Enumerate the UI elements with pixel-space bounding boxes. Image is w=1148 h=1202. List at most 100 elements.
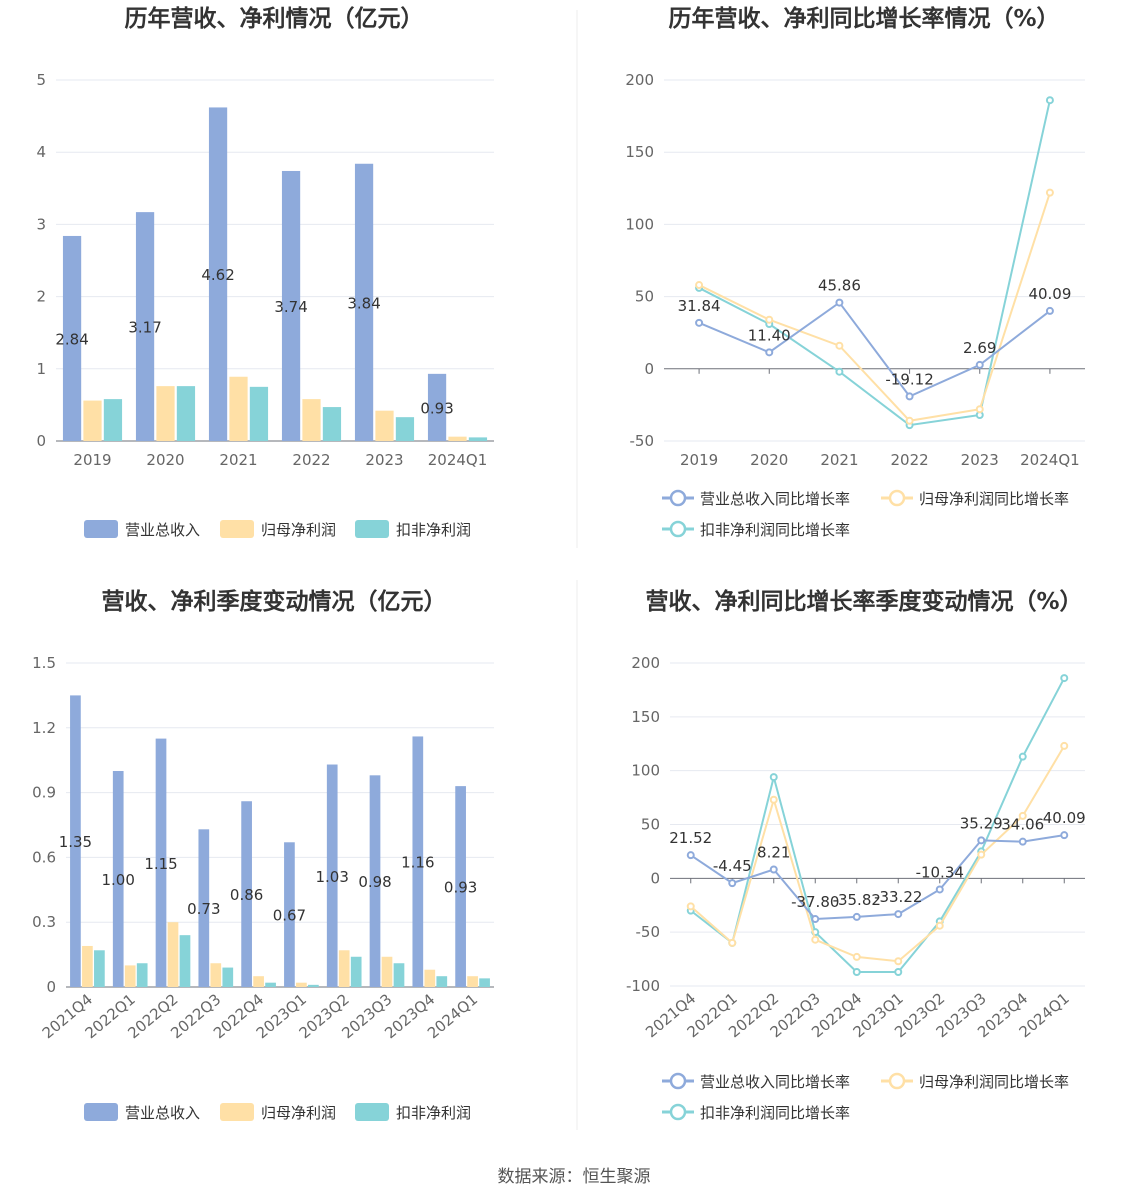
y-tick-label: 200 xyxy=(631,654,660,672)
data-label: 3.17 xyxy=(128,319,161,337)
data-label: 11.40 xyxy=(748,326,791,344)
bar-revenue xyxy=(281,170,301,442)
bar-revenue xyxy=(369,775,381,987)
legend-label: 归母净利润同比增长率 xyxy=(919,1073,1069,1091)
series-point xyxy=(686,851,695,860)
data-label: 0.67 xyxy=(273,907,306,925)
series-point xyxy=(1060,831,1069,840)
bar-nonrecurring-net-profit xyxy=(179,935,191,987)
series-point xyxy=(811,915,820,924)
chart-2: 历年营收、净利同比增长率情况（%） -50 0 50 100 150 200 2019 2020… xyxy=(625,5,1085,539)
data-label: -35.82 xyxy=(833,891,881,909)
legend-label: 扣非净利润同比增长率 xyxy=(700,1104,850,1122)
bar-parent-net-profit xyxy=(253,976,264,987)
series-point xyxy=(1045,96,1054,105)
bar-nonrecurring-net-profit xyxy=(436,976,448,987)
y-tick-label: 0 xyxy=(644,360,654,378)
legend-label: 扣非净利润 xyxy=(396,521,471,539)
bar-nonrecurring-net-profit xyxy=(222,967,234,987)
bar-nonrecurring-net-profit xyxy=(176,386,196,441)
legend-label: 归母净利润同比增长率 xyxy=(919,490,1069,508)
series-point xyxy=(695,318,704,327)
bar-revenue xyxy=(112,771,124,987)
series-line-parent-profit-growth xyxy=(698,192,1051,422)
x-tick-label: 2023 xyxy=(365,451,403,469)
legend-marker xyxy=(888,1072,906,1090)
data-label: 35.29 xyxy=(960,814,1003,832)
data-label: -33.22 xyxy=(874,888,922,906)
series-point xyxy=(852,968,861,977)
series-point xyxy=(975,405,984,414)
y-tick-label: 2 xyxy=(36,288,46,306)
y-tick-label: 0.9 xyxy=(32,784,56,802)
bar-nonrecurring-net-profit xyxy=(479,978,490,987)
bar-nonrecurring-net-profit xyxy=(393,963,405,987)
series-point xyxy=(686,902,695,911)
y-tick-label: 1.2 xyxy=(32,719,56,737)
legend-label: 归母净利润 xyxy=(261,521,336,539)
y-tick-label: 150 xyxy=(631,708,660,726)
legend-marker xyxy=(669,1072,687,1090)
bar-parent-net-profit xyxy=(448,436,467,441)
series-point xyxy=(905,392,914,401)
series-point xyxy=(935,885,944,894)
legend-marker xyxy=(669,1103,687,1121)
series-point xyxy=(835,341,844,350)
data-label: 34.06 xyxy=(1001,816,1044,834)
bar-revenue xyxy=(427,373,447,441)
series-point xyxy=(1018,811,1027,820)
series-point xyxy=(811,935,820,944)
series-line-parent-profit-growth xyxy=(690,745,1066,963)
chart-4: 营收、净利同比增长率季度变动情况（%）-100-5005010015020020… xyxy=(626,588,1086,1122)
y-tick-label: 50 xyxy=(641,816,660,834)
series-point xyxy=(894,910,903,919)
bar-parent-net-profit xyxy=(375,410,394,441)
y-tick-label: 5 xyxy=(36,71,46,89)
y-tick-label: 1.5 xyxy=(32,654,56,672)
bar-revenue xyxy=(62,235,82,441)
bar-parent-net-profit xyxy=(83,400,102,441)
bar-nonrecurring-net-profit xyxy=(103,399,123,441)
y-tick-label: 50 xyxy=(635,288,654,306)
y-tick-label: 0.3 xyxy=(32,913,56,931)
legend-marker xyxy=(888,489,906,507)
bar-parent-net-profit xyxy=(424,969,436,987)
data-label: 2.84 xyxy=(55,330,88,348)
y-tick-label: 0.6 xyxy=(32,848,56,866)
legend-label: 营业总收入 xyxy=(125,1104,200,1122)
legend-label: 扣非净利润同比增长率 xyxy=(700,521,850,539)
legend-swatch xyxy=(84,1103,118,1121)
x-tick-label: 2019 xyxy=(680,451,718,469)
y-tick-label: 150 xyxy=(625,143,654,161)
data-label: 40.09 xyxy=(1028,285,1071,303)
series-point xyxy=(975,360,984,369)
y-tick-label: 3 xyxy=(36,215,46,233)
series-line-revenue-growth xyxy=(698,301,1051,398)
series-point xyxy=(852,952,861,961)
y-tick-label: 200 xyxy=(625,71,654,89)
series-point xyxy=(728,938,737,947)
series-point xyxy=(695,281,704,290)
series-point xyxy=(1045,188,1054,197)
series-point xyxy=(769,795,778,804)
legend-swatch xyxy=(355,520,389,538)
series-line-nonrecurring-profit-growth xyxy=(690,677,1066,974)
bar-nonrecurring-net-profit xyxy=(322,407,342,441)
bar-revenue xyxy=(208,107,228,441)
series-point xyxy=(769,865,778,874)
data-label: 0.86 xyxy=(230,886,263,904)
bar-revenue xyxy=(412,736,424,987)
bar-parent-net-profit xyxy=(124,965,136,987)
bar-nonrecurring-net-profit xyxy=(249,386,269,441)
data-label: -10.34 xyxy=(916,863,964,881)
chart-title: 历年营收、净利情况（亿元） xyxy=(125,5,424,32)
legend-label: 扣非净利润 xyxy=(396,1104,471,1122)
x-tick-label: 2021 xyxy=(219,451,257,469)
y-tick-label: 1 xyxy=(36,360,46,378)
bar-nonrecurring-net-profit xyxy=(468,437,488,441)
bar-revenue xyxy=(135,212,155,441)
data-source-note: 数据来源：恒生聚源 xyxy=(497,1167,651,1187)
legend-label: 营业总收入 xyxy=(125,521,200,539)
bar-revenue xyxy=(241,801,252,987)
